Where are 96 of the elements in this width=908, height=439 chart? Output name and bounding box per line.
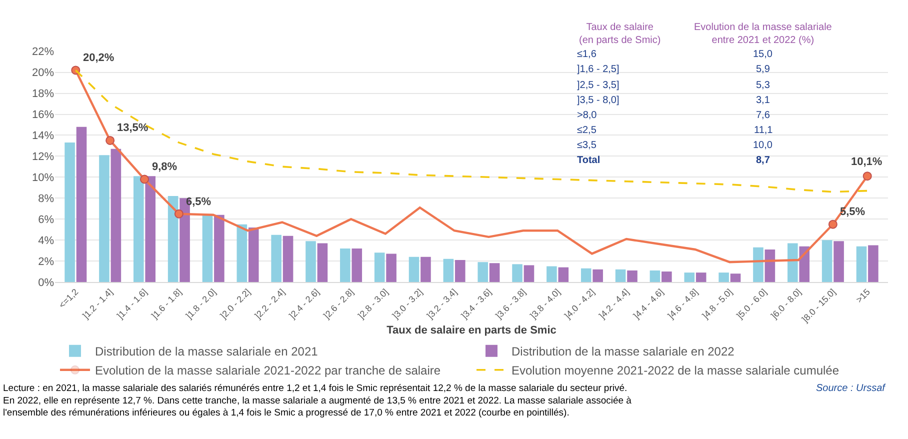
- bar: [443, 258, 454, 282]
- data-label: 20,2%: [83, 52, 114, 64]
- source-note: Source : Urssaf: [816, 383, 886, 394]
- bar: [799, 246, 810, 282]
- point: [828, 220, 838, 229]
- point: [174, 209, 184, 218]
- bar: [546, 266, 557, 282]
- bar: [684, 272, 695, 282]
- annotation: 11,1: [754, 125, 774, 136]
- bar: [615, 269, 626, 282]
- y-tick-label: 12%: [32, 151, 54, 164]
- bar: [868, 245, 878, 282]
- bar: [386, 254, 396, 282]
- bar: [489, 263, 500, 282]
- bar: [650, 270, 660, 282]
- x-axis-title: Taux de salaire en parts de Smic: [386, 324, 556, 337]
- bar: [788, 243, 798, 282]
- y-tick-label: 2%: [38, 256, 54, 268]
- bar: [454, 260, 466, 282]
- annotation: 3,1: [756, 95, 770, 106]
- annotation: 10,0: [753, 140, 773, 151]
- legend-label: Distribution de la masse salariale en 2022: [512, 344, 735, 359]
- y-tick-label: 0%: [38, 276, 54, 289]
- bar: [730, 274, 741, 282]
- bar: [236, 224, 248, 282]
- x-tick-label: >15: [854, 286, 872, 305]
- annotation: >8,0: [577, 110, 598, 121]
- annotation: ]1,6 - 2,5]: [577, 64, 620, 75]
- point: [862, 172, 872, 181]
- bar: [76, 126, 87, 282]
- bar: [753, 247, 764, 282]
- bar: [834, 241, 844, 282]
- bar: [306, 241, 316, 282]
- bar: [627, 270, 638, 282]
- y-tick-label: 10%: [32, 172, 54, 184]
- bar: [168, 196, 178, 282]
- y-tick-label: 22%: [32, 46, 54, 58]
- y-tick-label: 4%: [38, 234, 54, 247]
- x-tick-label: ]6.0 - 8.0]: [769, 286, 804, 321]
- legend-label: Evolution de la masse salariale 2021-2022 par tranche de salaire: [95, 364, 441, 378]
- annotation: 5,3: [756, 80, 770, 91]
- annotation: Total: [577, 155, 600, 166]
- annotation: 5,9: [756, 64, 770, 75]
- annotation: 8,7: [756, 155, 770, 166]
- text: Lecture : en 2021, la masse salariale des salariés rémunérés entre 1,2 et 1,4 fois le Smic représentait 12,2 % de la masse salariale du secteur privé. En 2022, elle en représente 12,7 %. Dans cette tranche, la masse salariale a augmenté de 13,5 % entre 2021 et 2022. La masse salariale associée à l'ensemble des rémunérations inférieures ou égales à 1,4 fois le Smic a progressé de 17,0 % entre 2021 et 2022 (courbe en pointillés).: [3, 383, 632, 419]
- annotation: 7,6: [756, 110, 770, 121]
- bar: [214, 214, 224, 282]
- bar: [317, 243, 328, 282]
- bar: [282, 236, 294, 282]
- data-label: 10,1%: [851, 156, 882, 168]
- bar: [420, 256, 431, 282]
- annotation: ]3,5 - 8,0]: [577, 95, 620, 106]
- bar: [374, 252, 385, 282]
- bar: [558, 267, 569, 282]
- y-tick-label: 16%: [32, 109, 54, 122]
- bar: [133, 176, 144, 282]
- bar: [271, 234, 282, 282]
- bar: [764, 249, 776, 282]
- x-tick-label: ]4.0 - 4.2]: [562, 286, 597, 321]
- bar: [202, 214, 213, 282]
- point: [140, 174, 149, 184]
- text: Taux de salaire (en parts de Smic): [579, 22, 661, 46]
- annotation: ≤1,6: [577, 49, 597, 60]
- bar: [512, 264, 522, 282]
- bar: [340, 248, 350, 282]
- annotation: ≤3,5: [577, 140, 597, 151]
- bar: [662, 272, 672, 282]
- y-tick-label: 14%: [32, 130, 54, 142]
- bar: [592, 269, 603, 282]
- bar: [580, 268, 592, 282]
- bar: [856, 246, 867, 282]
- data-label: 9,8%: [152, 161, 178, 173]
- bar: [718, 272, 729, 282]
- bar: [99, 155, 110, 282]
- data-label: 13,5%: [117, 122, 148, 134]
- annotation: ≤2,5: [577, 125, 597, 136]
- y-tick-label: 18%: [32, 88, 54, 100]
- legend-label: Evolution moyenne 2021-2022 de la masse salariale cumulée: [512, 364, 840, 378]
- bar: [408, 256, 420, 282]
- legend-label: Distribution de la masse salariale en 2021: [95, 344, 318, 359]
- y-tick-label: 8%: [38, 192, 54, 205]
- annotation: 15,0: [753, 49, 773, 60]
- point: [106, 136, 115, 145]
- bar: [248, 227, 259, 282]
- text: Evolution de la masse salariale entre 2021 et 2022 (%): [694, 22, 832, 46]
- y-tick-label: 20%: [32, 67, 54, 80]
- bar: [524, 265, 534, 282]
- y-tick-label: 6%: [38, 214, 54, 226]
- bar: [145, 176, 156, 282]
- bar: [110, 148, 122, 282]
- bar: [64, 142, 75, 282]
- bar: [352, 248, 362, 282]
- bar: [696, 272, 706, 282]
- bar: [478, 262, 488, 282]
- annotation: ]2,5 - 3,5]: [577, 80, 620, 91]
- bar: [822, 240, 832, 282]
